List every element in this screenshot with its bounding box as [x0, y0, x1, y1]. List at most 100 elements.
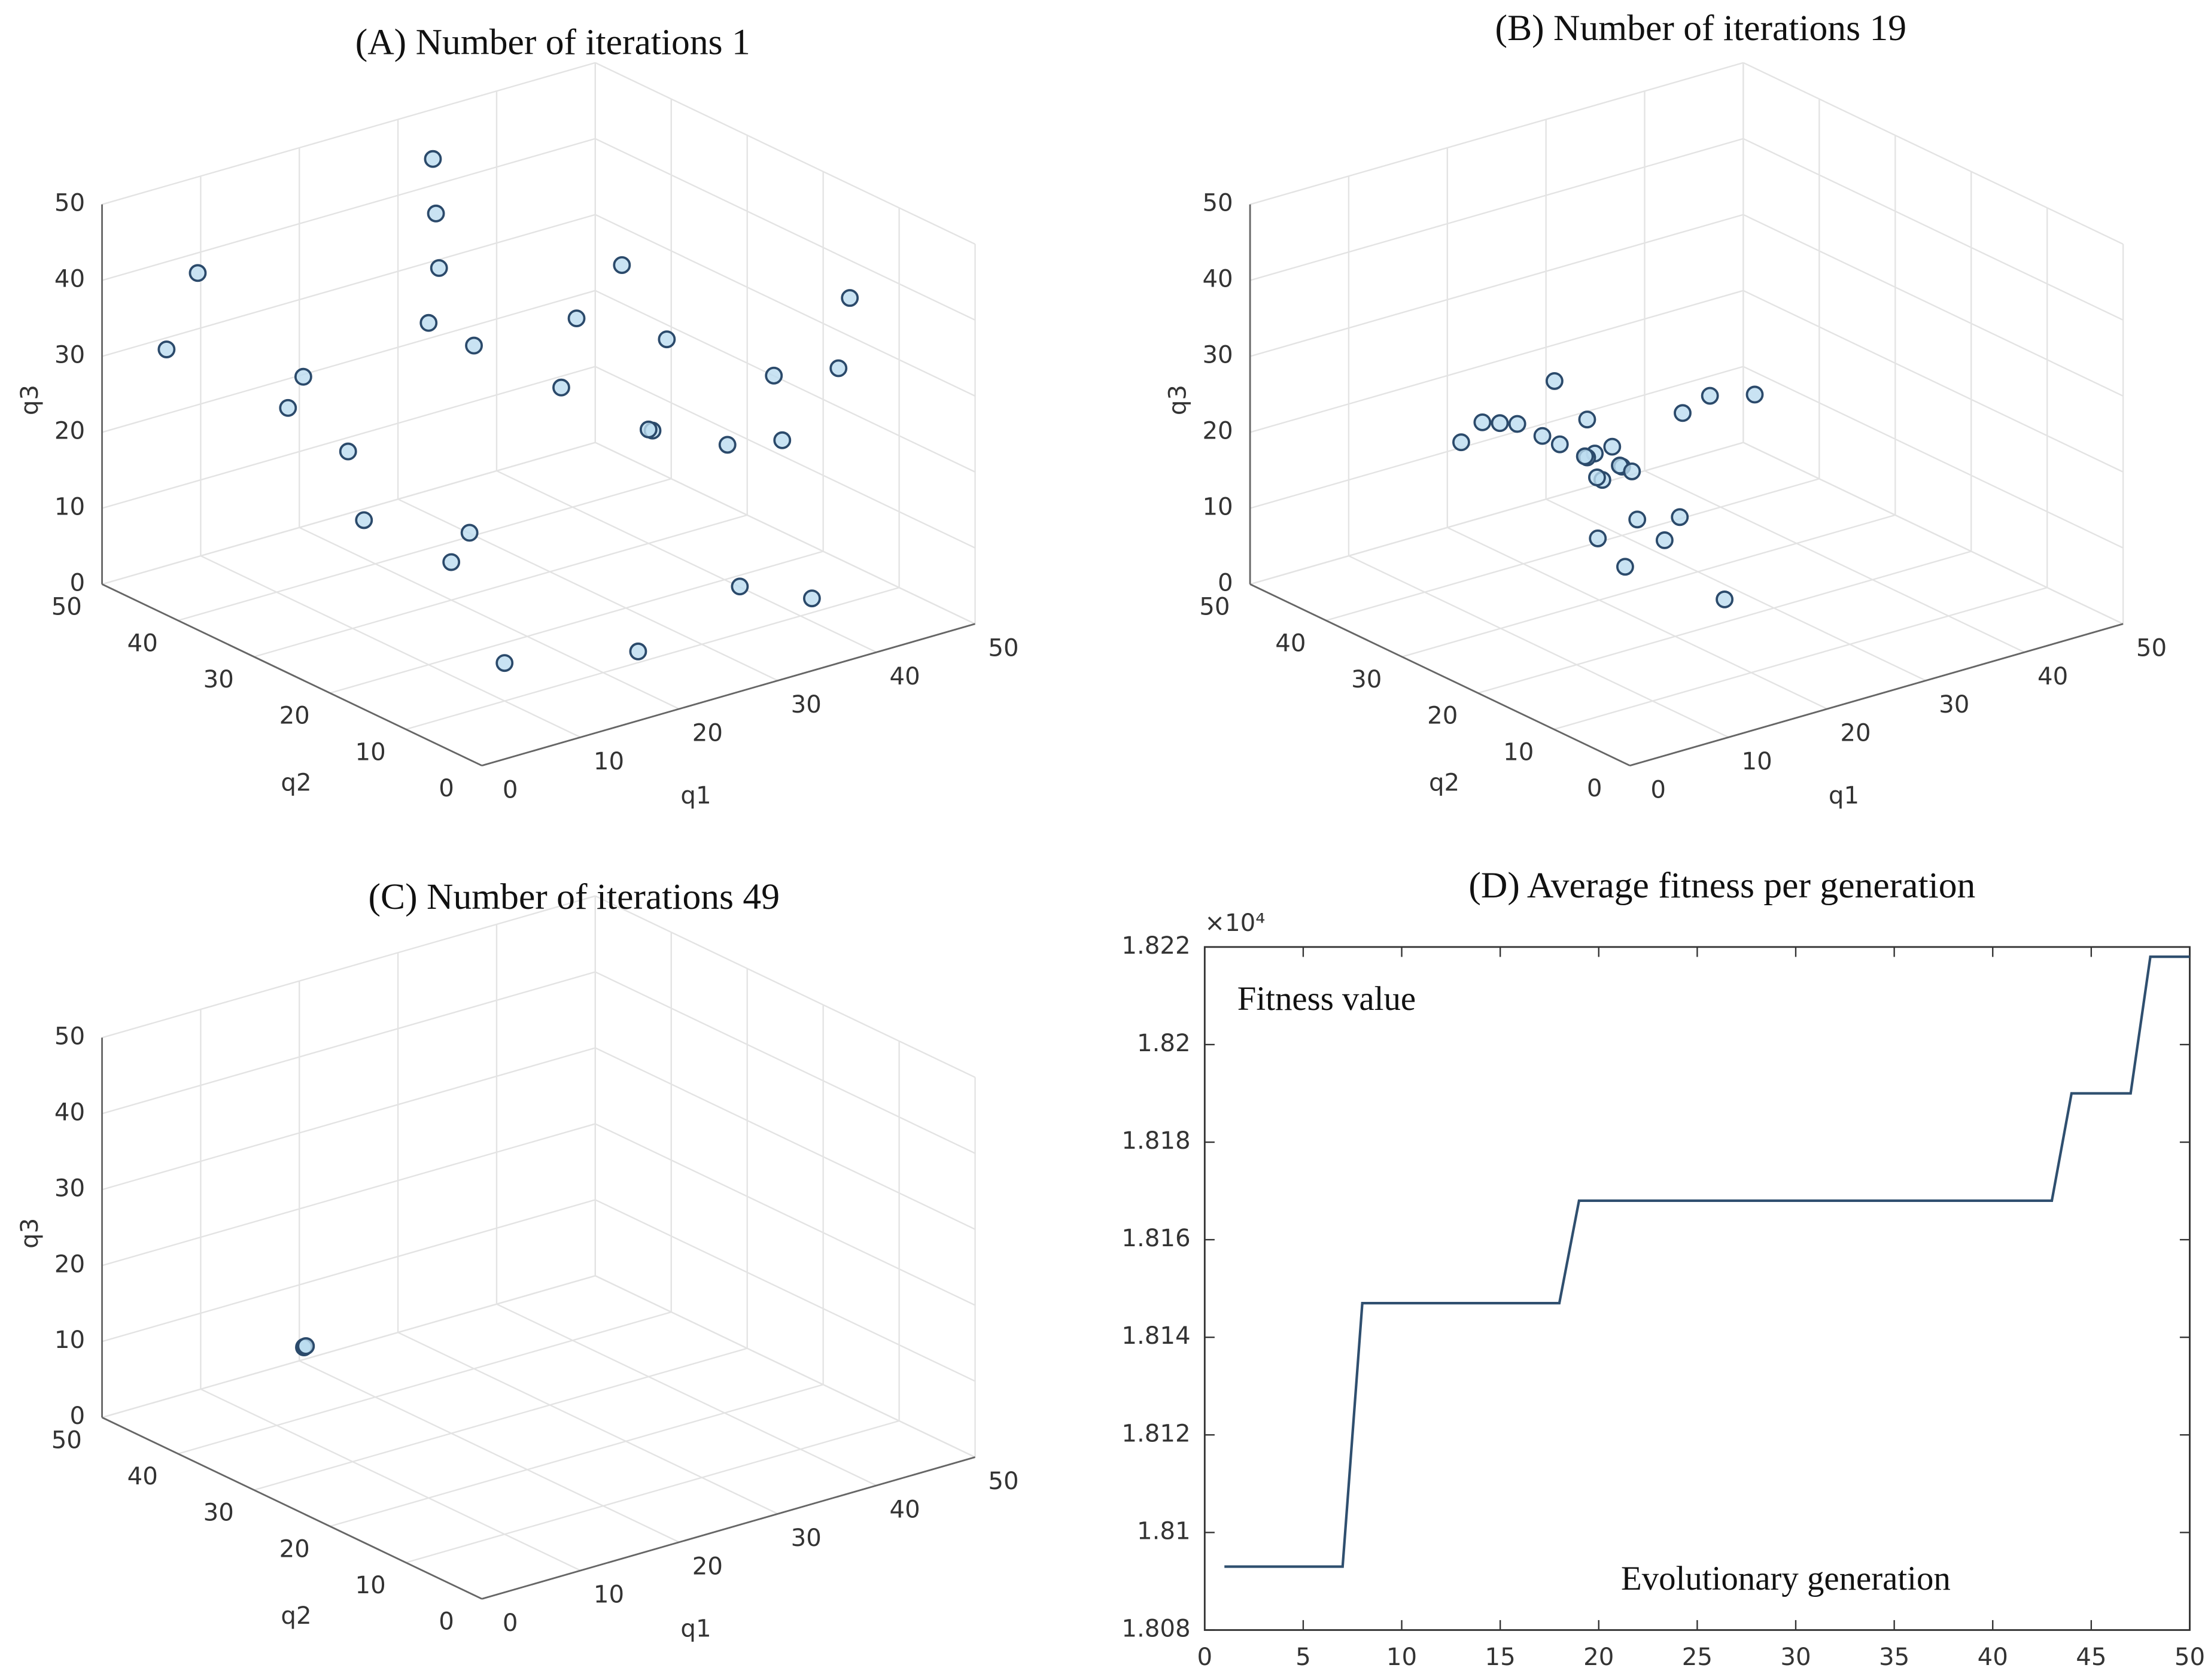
grid-line	[102, 214, 596, 357]
grid-line	[102, 1199, 596, 1343]
point	[773, 431, 792, 449]
y-tick-label: 50	[51, 1426, 82, 1454]
grid-line	[595, 138, 976, 321]
point	[718, 436, 737, 454]
grid-line	[406, 587, 899, 731]
y-axis-label: q2	[281, 769, 311, 796]
x-tick-label: 0	[1197, 1644, 1212, 1671]
y-exponent: ×10⁴	[1205, 909, 1265, 937]
y-tick-label: 10	[355, 1572, 386, 1599]
grid-line	[102, 442, 596, 585]
grid-line	[595, 1047, 976, 1230]
axis-line	[101, 1416, 482, 1600]
y-tick-label: 1.808	[1121, 1615, 1190, 1642]
point	[1578, 410, 1596, 429]
point	[552, 378, 570, 397]
y-tick-label: 30	[203, 666, 234, 693]
z-tick-label: 20	[54, 418, 85, 445]
point	[188, 264, 207, 282]
x-tick-label: 10	[594, 1581, 624, 1609]
z-tick-label: 50	[54, 190, 85, 217]
z-tick-label: 20	[1202, 418, 1233, 445]
point	[658, 330, 676, 349]
grid-line	[1249, 442, 1744, 585]
point	[460, 524, 479, 542]
grid-line	[1742, 138, 2124, 321]
y-tick-label: 1.822	[1121, 932, 1190, 960]
point	[1533, 427, 1552, 445]
grid-line	[200, 1388, 581, 1572]
grid-line	[102, 1275, 596, 1419]
y-tick-label: 1.82	[1137, 1030, 1191, 1057]
x-tick-label: 45	[2076, 1644, 2106, 1671]
point	[1655, 531, 1674, 549]
point	[1589, 529, 1607, 547]
y-tick-label: 1.816	[1121, 1225, 1190, 1252]
grid-line	[200, 555, 581, 738]
z-tick-label: 40	[54, 266, 85, 293]
point	[1701, 386, 1719, 405]
grid-line	[595, 1275, 976, 1458]
y-tick-label: 50	[1199, 594, 1230, 621]
point	[629, 642, 647, 661]
x-tick-label: 20	[692, 720, 723, 747]
x-tick-label: 10	[1741, 748, 1772, 775]
z-tick-label: 20	[54, 1250, 85, 1278]
grid-line	[1477, 550, 1972, 694]
point	[841, 289, 859, 307]
chart-title: (B) Number of iterations 19	[1495, 8, 1906, 48]
grid-line	[1742, 366, 2124, 549]
x-tick-label: 25	[1682, 1644, 1713, 1671]
x-tick-label: 20	[1583, 1644, 1614, 1671]
point	[1623, 462, 1641, 480]
point	[1576, 447, 1594, 465]
grid-line	[595, 442, 976, 625]
grid-line	[595, 895, 976, 1078]
z-tick-label: 0	[70, 569, 86, 596]
y-tick-label: 30	[203, 1499, 234, 1527]
x-tick-label: 30	[791, 691, 822, 719]
z-tick-label: 10	[1202, 494, 1233, 521]
z-tick-label: 0	[70, 1402, 86, 1430]
point	[1716, 590, 1734, 608]
point	[802, 589, 821, 608]
point	[1603, 437, 1622, 456]
y-tick-label: 10	[1503, 738, 1534, 766]
grid-line	[254, 514, 748, 658]
grid-line	[595, 1199, 976, 1382]
point	[355, 511, 373, 529]
chart-title: (D) Average fitness per generation	[1468, 865, 1975, 906]
grid-line	[595, 366, 976, 549]
y-tick-label: 1.812	[1121, 1420, 1190, 1447]
point	[442, 553, 461, 571]
point	[567, 309, 586, 328]
point	[157, 340, 176, 358]
z-axis-label: q3	[16, 385, 44, 415]
x-tick-label: 10	[1386, 1644, 1417, 1671]
line	[1224, 955, 2190, 1568]
point	[495, 654, 514, 672]
x-axis-label: q1	[680, 782, 711, 809]
x-axis-label: q1	[1829, 782, 1859, 809]
z-tick-label: 30	[1202, 342, 1233, 369]
point	[427, 204, 445, 223]
grid-line	[299, 1360, 680, 1543]
point	[1671, 508, 1689, 526]
x-tick-label: 0	[503, 1609, 518, 1637]
y-tick-label: 0	[439, 1608, 454, 1636]
z-tick-label: 50	[1202, 190, 1233, 217]
y-tick-label: 1.814	[1121, 1322, 1190, 1350]
point	[430, 259, 448, 277]
point	[1452, 433, 1470, 452]
grid-line	[102, 138, 596, 281]
axis-line	[101, 583, 482, 766]
x-tick-label: 15	[1485, 1644, 1516, 1671]
z-tick-label: 30	[54, 342, 85, 369]
grid-line	[1249, 138, 1744, 281]
y-tick-label: 30	[1351, 666, 1382, 693]
grid-line	[330, 1384, 824, 1527]
x-tick-label: 30	[1939, 691, 1969, 719]
x-tick-label: 50	[988, 634, 1018, 662]
x-tick-label: 35	[1879, 1644, 1909, 1671]
